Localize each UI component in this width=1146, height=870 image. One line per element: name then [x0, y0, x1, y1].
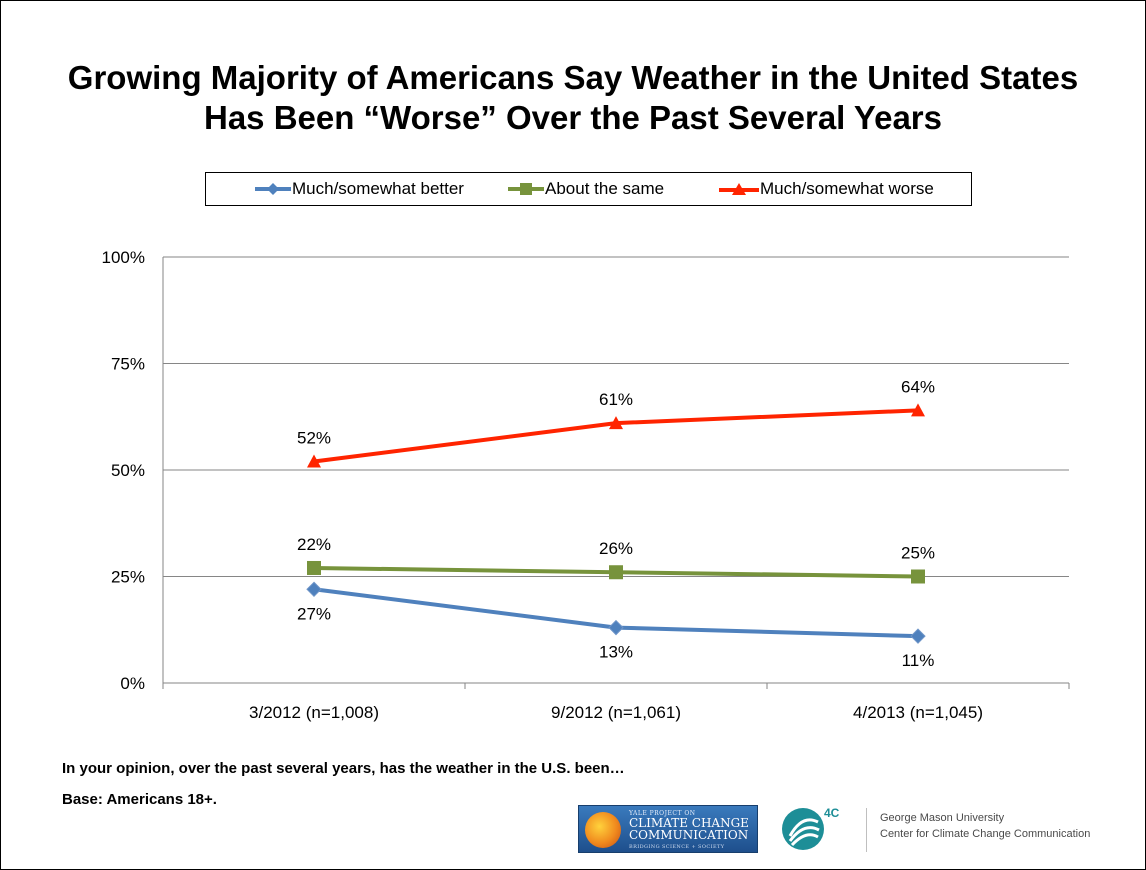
y-tick-label: 75%	[111, 355, 145, 374]
data-label: 27%	[297, 604, 331, 623]
chart-title-line-2: Has Been “Worse” Over the Past Several Y…	[203, 99, 943, 136]
chart-title-line-1: Growing Majority of Americans Say Weathe…	[67, 59, 1079, 96]
data-label: 64%	[901, 377, 935, 396]
x-tick-label: 9/2012 (n=1,061)	[551, 703, 681, 722]
data-label: 52%	[297, 428, 331, 447]
legend-item-same: About the same	[508, 173, 664, 205]
data-label: 13%	[599, 643, 633, 662]
data-label: 11%	[902, 651, 935, 670]
y-tick-label: 0%	[120, 674, 145, 693]
legend-label-same: About the same	[545, 179, 665, 198]
data-point	[307, 454, 321, 468]
4c-logo: 4C	[778, 806, 850, 854]
data-point	[306, 581, 322, 597]
data-point	[911, 403, 925, 417]
data-point	[609, 416, 623, 430]
logo-divider	[866, 808, 867, 852]
chart-title: Growing Majority of Americans Say Weathe…	[0, 58, 1146, 138]
data-point	[910, 628, 926, 644]
data-label: 26%	[599, 539, 633, 558]
data-label: 61%	[599, 390, 633, 409]
globe-icon	[585, 812, 621, 848]
data-label: 25%	[901, 544, 935, 563]
data-point	[307, 560, 321, 575]
y-tick-label: 50%	[111, 461, 145, 480]
yale-climate-logo: YALE PROJECT ON CLIMATE CHANGE COMMUNICA…	[578, 805, 758, 853]
legend-swatch-same	[508, 183, 544, 195]
swirl-icon	[782, 808, 824, 850]
gmu-name: George Mason University	[880, 812, 1005, 824]
data-label: 22%	[297, 535, 331, 554]
data-point	[911, 569, 925, 584]
data-point	[609, 565, 623, 580]
chart-legend: Much/somewhat better About the same Much…	[205, 172, 972, 206]
survey-question: In your opinion, over the past several y…	[62, 760, 625, 777]
legend-swatch-worse	[719, 183, 759, 195]
survey-base: Base: Americans 18+.	[62, 791, 217, 808]
legend-item-better: Much/somewhat better	[255, 173, 464, 205]
data-point	[608, 619, 624, 636]
x-tick-label: 3/2012 (n=1,008)	[249, 703, 379, 722]
legend-swatch-better	[255, 183, 291, 195]
y-tick-label: 100%	[102, 248, 145, 267]
legend-item-worse: Much/somewhat worse	[719, 173, 934, 205]
gmu-center: Center for Climate Change Communication	[880, 828, 1091, 840]
legend-label-worse: Much/somewhat worse	[760, 179, 934, 198]
legend-label-better: Much/somewhat better	[292, 179, 464, 198]
y-tick-label: 25%	[111, 568, 145, 587]
x-tick-label: 4/2013 (n=1,045)	[853, 703, 983, 722]
